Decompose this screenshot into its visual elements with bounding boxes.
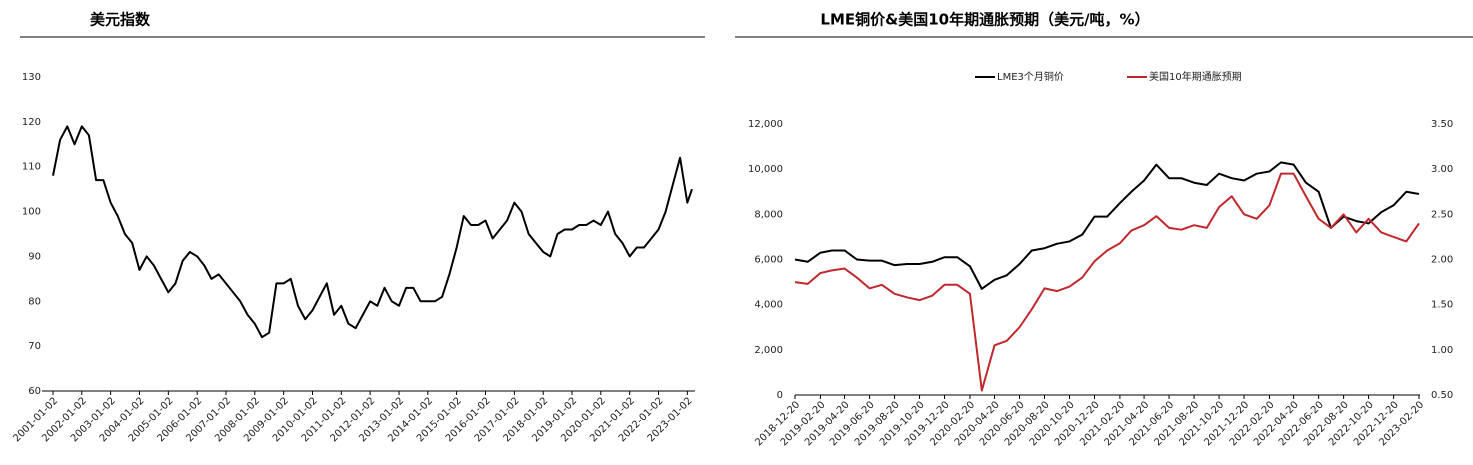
chart-title: LME铜价&美国10年期通胀预期（美元/吨，%） xyxy=(820,11,1149,29)
legend-label: 美国10年期通胀预期 xyxy=(1149,70,1242,83)
chart-title: 美元指数 xyxy=(90,11,151,29)
y-tick-label: 80 xyxy=(28,296,41,307)
y-tick-label: 12,000 xyxy=(748,119,783,130)
y-tick-label: 8,000 xyxy=(754,209,783,220)
y2-tick-label: 3.00 xyxy=(1431,164,1453,175)
y2-tick-label: 3.50 xyxy=(1431,119,1453,130)
y-tick-label: 2,000 xyxy=(754,345,783,356)
y-tick-label: 4,000 xyxy=(754,300,783,311)
y-tick-label: 130 xyxy=(22,72,41,83)
y2-tick-label: 2.50 xyxy=(1431,209,1453,220)
y2-tick-label: 2.00 xyxy=(1431,255,1453,266)
y-tick-label: 60 xyxy=(28,386,41,397)
series-line xyxy=(794,172,1420,392)
y-tick-label: 90 xyxy=(28,251,41,262)
y-tick-label: 120 xyxy=(22,117,41,128)
series-line xyxy=(52,125,693,339)
legend-label: LME3个月铜价 xyxy=(997,71,1064,83)
y-tick-label: 10,000 xyxy=(748,164,783,175)
y-tick-label: 100 xyxy=(22,207,41,218)
y2-tick-label: 1.50 xyxy=(1431,300,1453,311)
series-line xyxy=(794,161,1420,290)
y2-tick-label: 0.50 xyxy=(1431,390,1453,401)
y-tick-label: 6,000 xyxy=(754,255,783,266)
y2-tick-label: 1.00 xyxy=(1431,345,1453,356)
y-tick-label: 110 xyxy=(22,162,41,173)
y-tick-label: 0 xyxy=(777,390,783,401)
y-tick-label: 70 xyxy=(28,341,41,352)
